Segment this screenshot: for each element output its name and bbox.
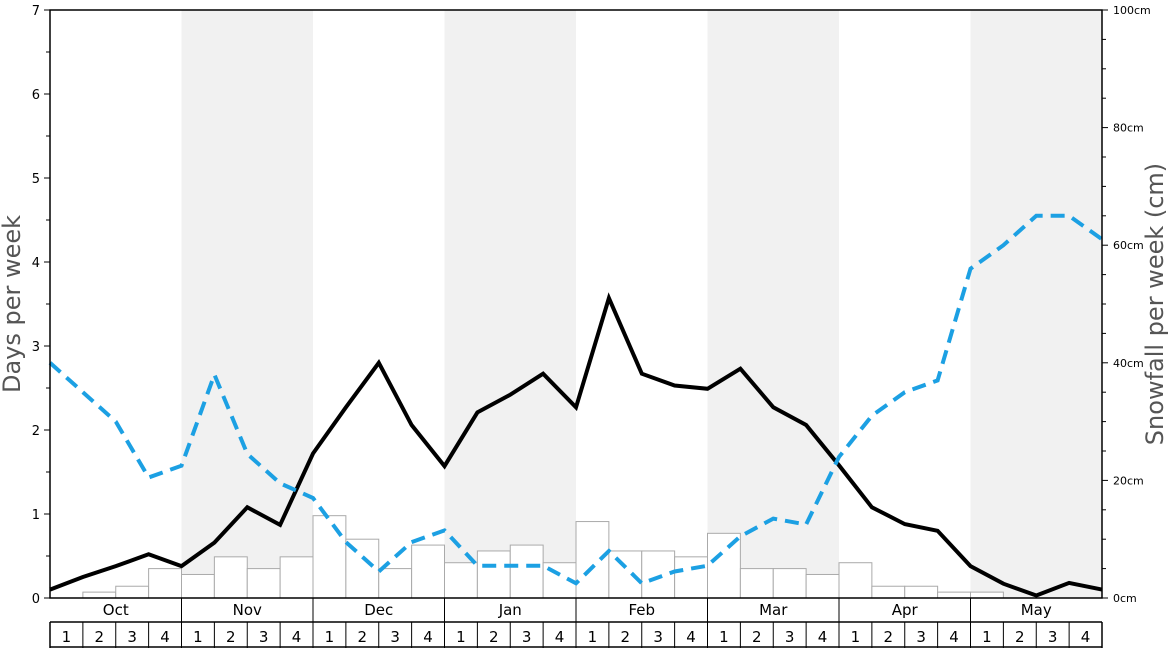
right-axis-title: Snowfall per week (cm) — [1141, 163, 1168, 445]
left-tick-label: 5 — [32, 172, 40, 187]
week-label: 1 — [851, 628, 861, 646]
right-axis: 0cm 20cm 40cm 60cm 80cm 100cm — [1102, 4, 1151, 605]
snow-day-bar — [937, 591, 971, 599]
snow-day-bar — [641, 550, 676, 599]
left-tick-label: 0 — [32, 592, 40, 607]
snow-day-bar — [312, 515, 347, 599]
snow-day-bar — [246, 568, 281, 599]
left-tick-label: 2 — [32, 424, 40, 439]
week-label: 4 — [160, 628, 170, 646]
week-row: 1 2 3 4 1 2 3 4 1 2 3 4 1 2 3 4 1 2 3 4 1 2 3 4 1 2 3 4 1 2 3 4 — [49, 622, 1103, 648]
week-label: 3 — [522, 628, 532, 646]
week-label: 2 — [95, 628, 105, 646]
snow-day-bar — [509, 544, 544, 599]
week-label: 4 — [1081, 628, 1091, 646]
week-label: 4 — [686, 628, 696, 646]
snow-day-bar — [444, 562, 478, 599]
week-label: 1 — [193, 628, 203, 646]
right-tick-label: 60cm — [1113, 239, 1144, 252]
week-label: 2 — [489, 628, 499, 646]
week-label: 1 — [719, 628, 729, 646]
week-label: 3 — [785, 628, 795, 646]
week-label: 2 — [1015, 628, 1025, 646]
week-label: 2 — [752, 628, 762, 646]
snow-day-bar — [970, 591, 1004, 599]
month-bands — [181, 10, 1102, 598]
week-label: 3 — [127, 628, 137, 646]
week-label: 3 — [1048, 628, 1058, 646]
snow-day-bar — [115, 585, 150, 599]
snow-day-bar — [904, 585, 939, 599]
week-label: 3 — [653, 628, 663, 646]
snow-day-bar — [279, 556, 314, 599]
week-label: 2 — [621, 628, 631, 646]
month-label-nov: Nov — [233, 601, 262, 619]
right-tick-label: 40cm — [1113, 357, 1144, 370]
snow-day-bar — [674, 556, 708, 599]
month-label-mar: Mar — [759, 601, 788, 619]
week-label: 1 — [982, 628, 992, 646]
right-tick-label: 100cm — [1113, 4, 1151, 17]
month-label-oct: Oct — [103, 601, 129, 619]
snow-day-bar — [772, 568, 807, 599]
week-label: 4 — [423, 628, 433, 646]
snow-day-bar — [82, 591, 117, 599]
left-axis: 0 1 2 3 4 5 6 7 — [32, 4, 50, 607]
snow-day-bar — [805, 573, 840, 599]
week-label: 4 — [818, 628, 828, 646]
week-label: 3 — [390, 628, 400, 646]
snow-day-bar — [148, 568, 182, 599]
week-label: 4 — [292, 628, 302, 646]
week-label: 4 — [949, 628, 959, 646]
week-label: 2 — [226, 628, 236, 646]
snow-day-bar — [213, 556, 248, 599]
snow-day-bar — [608, 550, 643, 599]
snow-day-bar — [181, 573, 215, 599]
week-label: 1 — [588, 628, 598, 646]
snowfall-line — [48, 213, 1104, 586]
left-tick-label: 7 — [32, 4, 40, 19]
week-label: 1 — [325, 628, 335, 646]
week-label: 3 — [259, 628, 269, 646]
week-label: 2 — [358, 628, 368, 646]
snow-day-bar — [739, 568, 774, 599]
month-label-jan: Jan — [498, 601, 522, 619]
month-label-dec: Dec — [364, 601, 393, 619]
left-tick-label: 6 — [32, 88, 40, 103]
series-lines — [48, 213, 1104, 598]
week-label: 4 — [555, 628, 565, 646]
week-label: 3 — [916, 628, 926, 646]
month-row: Oct Nov Dec Jan Feb Mar Apr May — [50, 598, 1102, 623]
snow-day-bar — [378, 568, 413, 599]
week-label: 1 — [456, 628, 466, 646]
left-tick-label: 3 — [32, 340, 40, 355]
right-tick-label: 0cm — [1113, 592, 1137, 605]
snow-day-bar — [411, 544, 445, 599]
week-label: 2 — [884, 628, 894, 646]
left-tick-label: 4 — [32, 256, 40, 271]
month-band-may — [970, 10, 1102, 598]
left-axis-title: Days per week — [0, 215, 26, 393]
right-tick-label: 20cm — [1113, 474, 1144, 487]
left-tick-label: 1 — [32, 508, 40, 523]
snow-day-bar — [871, 585, 906, 599]
month-label-feb: Feb — [628, 601, 655, 619]
snow-day-bar — [575, 521, 610, 599]
snow-day-bar — [838, 562, 873, 599]
month-band-mar — [707, 10, 839, 598]
week-label: 1 — [62, 628, 72, 646]
snow-days-line — [49, 292, 1103, 598]
month-band-jan — [444, 10, 576, 598]
snow-day-bar — [476, 550, 511, 599]
month-label-may: May — [1021, 601, 1052, 619]
month-label-apr: Apr — [892, 601, 919, 619]
right-tick-label: 80cm — [1113, 122, 1144, 135]
